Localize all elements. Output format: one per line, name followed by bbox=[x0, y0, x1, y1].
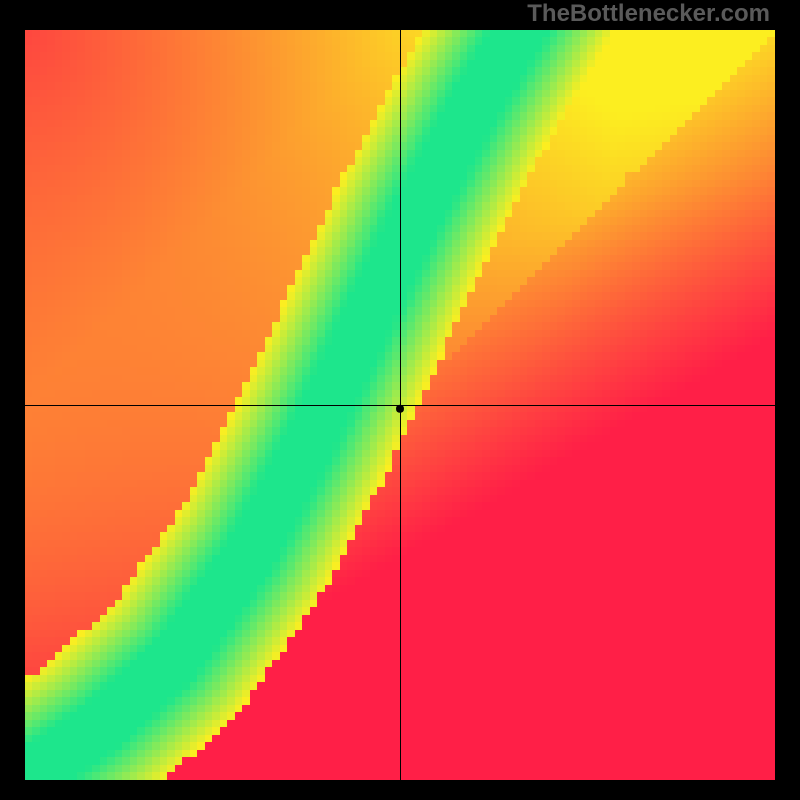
bottleneck-heatmap bbox=[25, 30, 775, 780]
watermark-text: TheBottlenecker.com bbox=[527, 0, 770, 28]
chart-container: TheBottlenecker.com bbox=[0, 0, 800, 800]
